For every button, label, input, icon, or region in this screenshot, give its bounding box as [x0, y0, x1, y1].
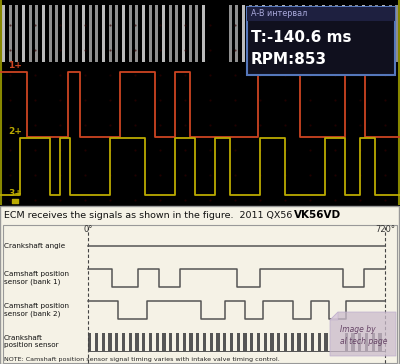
- FancyBboxPatch shape: [247, 7, 395, 21]
- Polygon shape: [330, 312, 338, 320]
- Polygon shape: [330, 312, 396, 356]
- Text: Crankshaft angle: Crankshaft angle: [4, 243, 65, 249]
- Text: Image by: Image by: [340, 324, 376, 333]
- Text: VK56VD: VK56VD: [294, 210, 341, 220]
- Text: NOTE: Camshaft position sensor signal timing varies with intake valve timing con: NOTE: Camshaft position sensor signal ti…: [4, 357, 280, 363]
- Text: 1+: 1+: [8, 61, 22, 70]
- FancyBboxPatch shape: [3, 225, 397, 363]
- Text: 720°: 720°: [375, 225, 395, 233]
- Text: 0°: 0°: [83, 225, 93, 233]
- Text: ECM receives the signals as shown in the figure.  2011 QX56: ECM receives the signals as shown in the…: [4, 210, 298, 219]
- Text: Camshaft position
sensor (bank 1): Camshaft position sensor (bank 1): [4, 271, 69, 285]
- Text: Camshaft position
sensor (bank 2): Camshaft position sensor (bank 2): [4, 303, 69, 317]
- Text: T:-140.6 ms: T:-140.6 ms: [251, 29, 352, 44]
- FancyBboxPatch shape: [0, 206, 399, 364]
- Text: RPM:853: RPM:853: [251, 51, 327, 67]
- Text: 3+: 3+: [8, 189, 22, 198]
- Text: Crankshaft
position sensor: Crankshaft position sensor: [4, 336, 59, 348]
- Text: 2+: 2+: [8, 127, 22, 136]
- Text: al tech page: al tech page: [340, 337, 388, 347]
- Text: A-B интервал: A-B интервал: [251, 9, 307, 19]
- FancyBboxPatch shape: [247, 7, 395, 75]
